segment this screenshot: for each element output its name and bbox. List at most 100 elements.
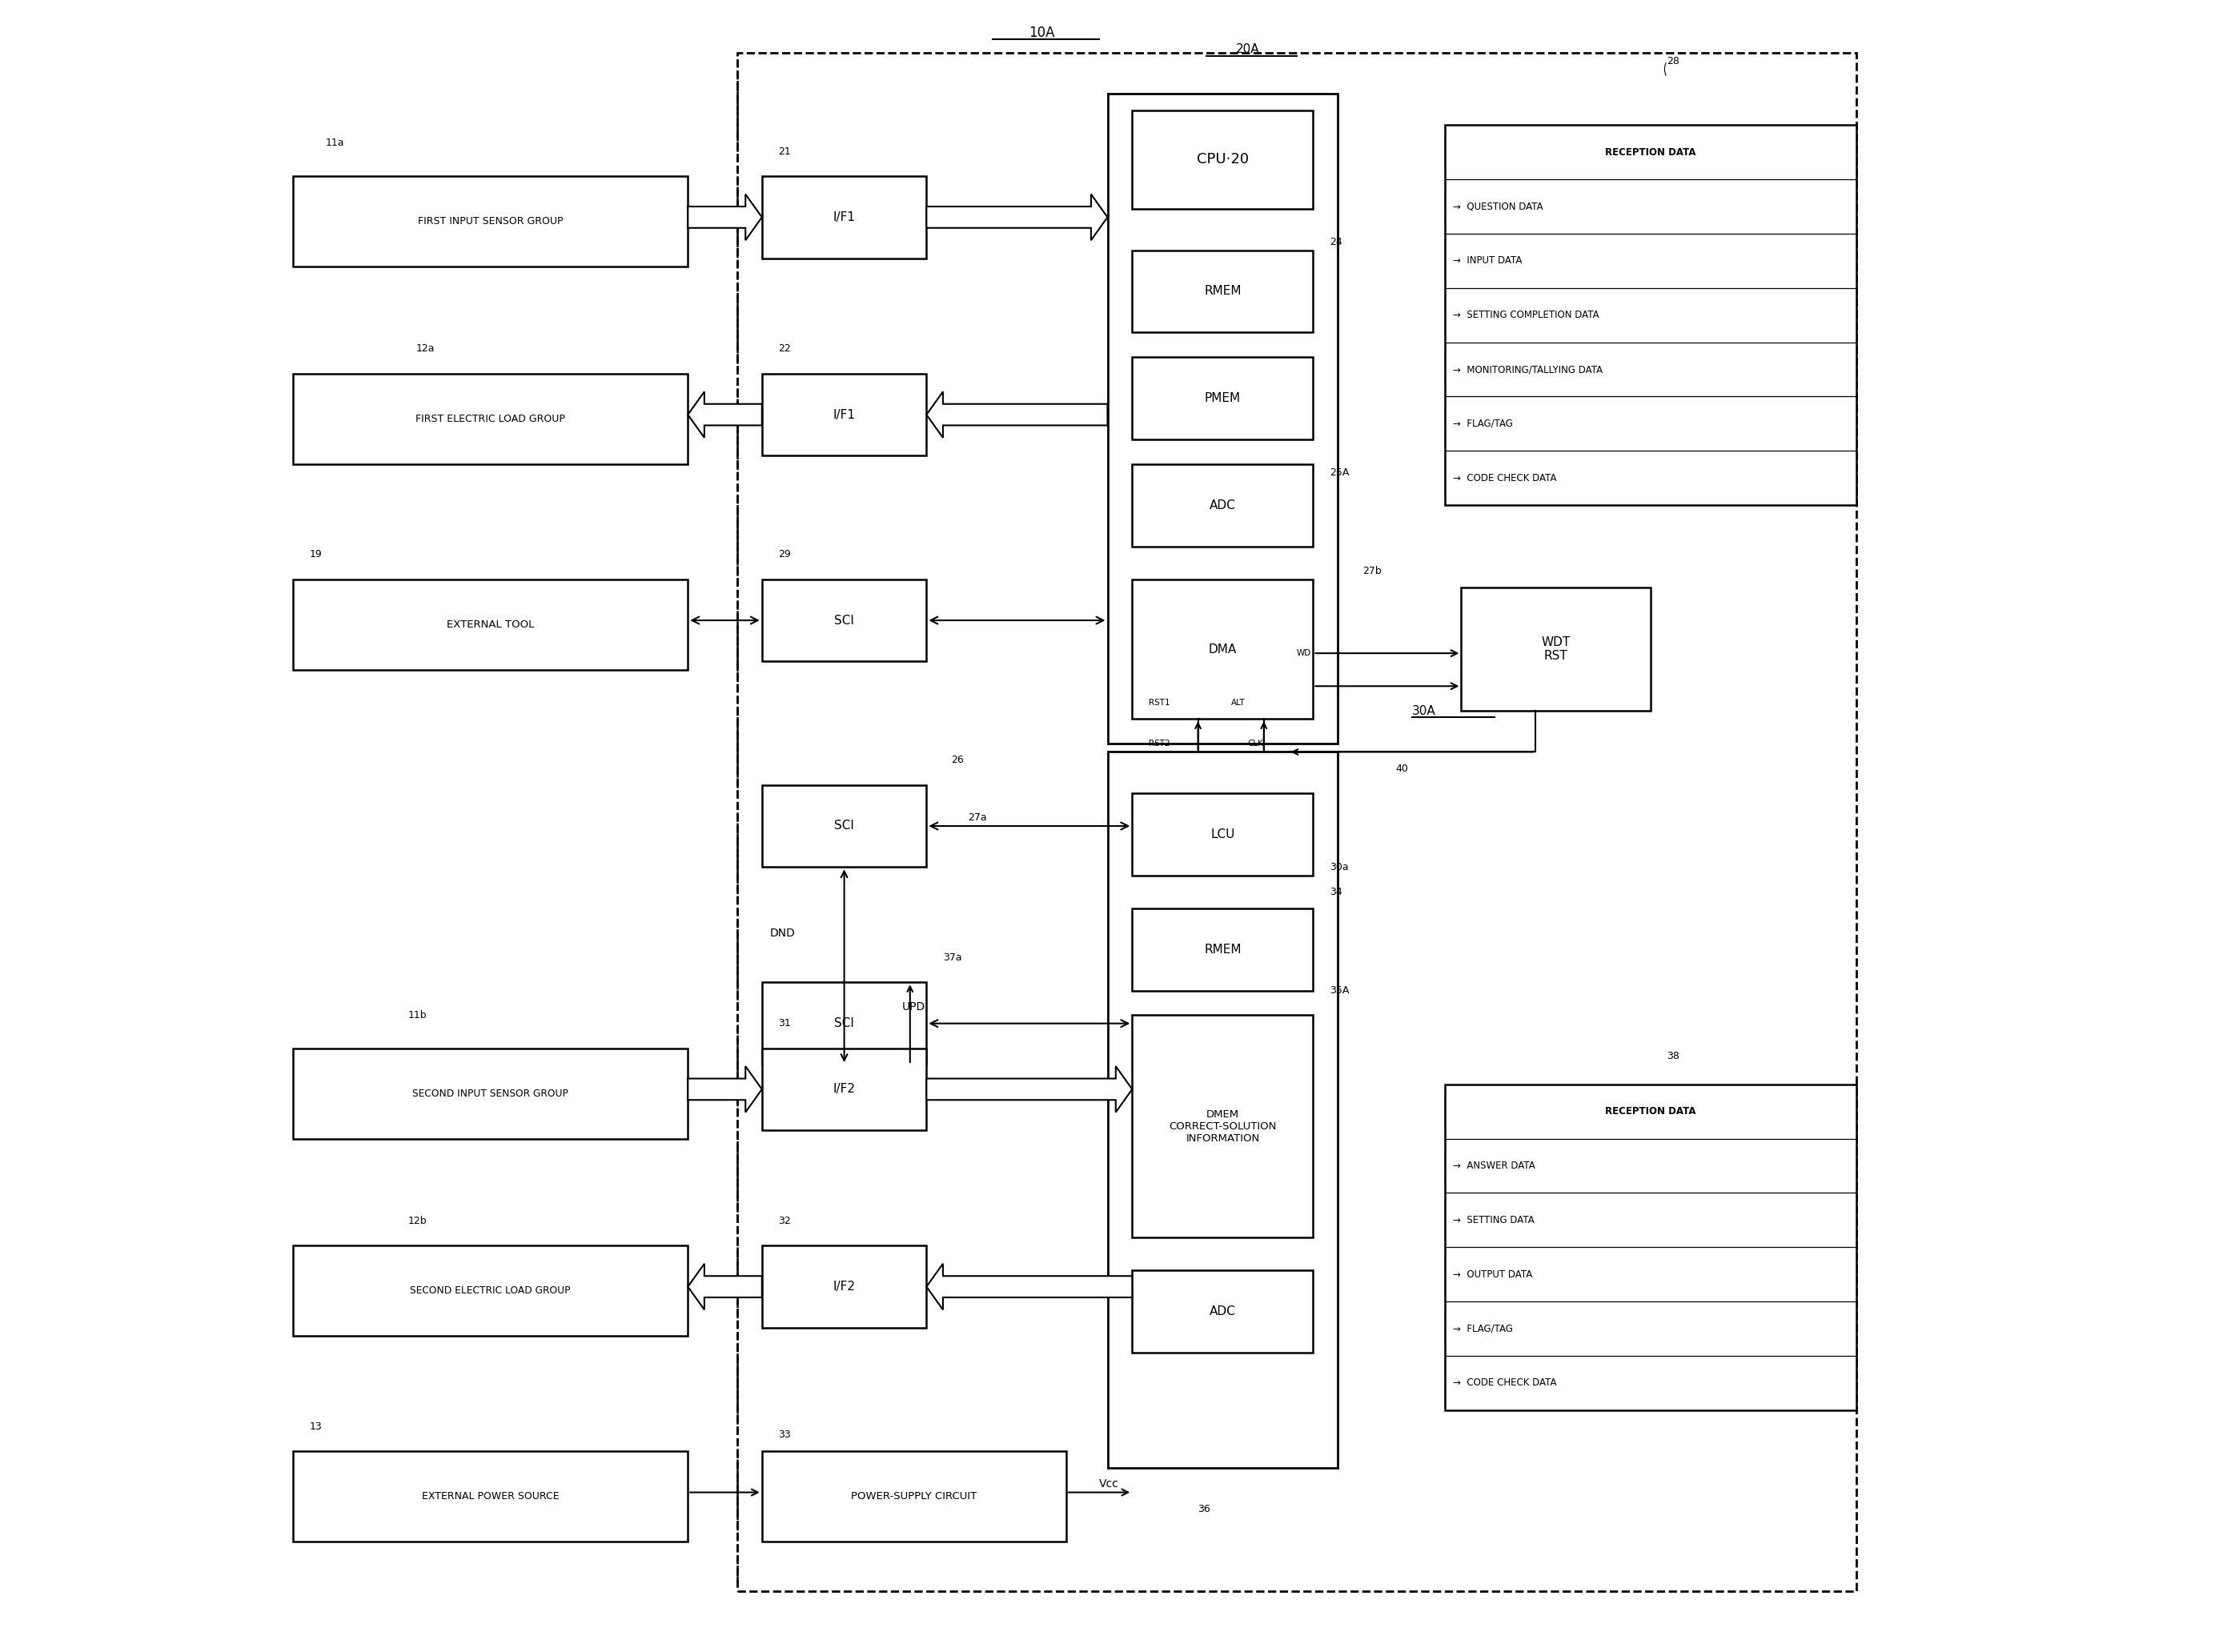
Text: 22: 22 — [777, 344, 791, 354]
Text: FIRST ELECTRIC LOAD GROUP: FIRST ELECTRIC LOAD GROUP — [416, 413, 565, 425]
Text: LCU: LCU — [1212, 828, 1234, 841]
Text: →  QUESTION DATA: → QUESTION DATA — [1453, 202, 1544, 211]
Text: 30A: 30A — [1411, 705, 1435, 717]
Text: 40: 40 — [1395, 763, 1409, 773]
Text: 10A: 10A — [1028, 26, 1054, 40]
Bar — [738, 53, 1856, 1591]
Bar — [1108, 752, 1338, 1467]
Text: 28: 28 — [1668, 56, 1679, 66]
Bar — [762, 1047, 926, 1130]
Text: 33: 33 — [777, 1429, 791, 1441]
Bar — [1132, 793, 1313, 876]
Text: PMEM: PMEM — [1205, 392, 1240, 405]
Bar — [292, 580, 689, 669]
Text: I/F1: I/F1 — [833, 408, 855, 421]
Text: 36: 36 — [1198, 1503, 1212, 1513]
Bar — [1132, 357, 1313, 439]
Text: RST1: RST1 — [1150, 699, 1170, 707]
Bar — [292, 373, 689, 464]
FancyArrow shape — [689, 1264, 762, 1310]
Text: 20A: 20A — [1236, 43, 1260, 56]
Text: 31: 31 — [777, 1018, 791, 1029]
Text: 12b: 12b — [408, 1216, 427, 1226]
FancyArrow shape — [926, 1066, 1132, 1112]
Bar — [1444, 1084, 1856, 1411]
Text: EXTERNAL POWER SOURCE: EXTERNAL POWER SOURCE — [421, 1492, 558, 1502]
Bar — [762, 373, 926, 456]
Text: I/F1: I/F1 — [833, 211, 855, 223]
Text: DMEM
CORRECT-SOLUTION
INFORMATION: DMEM CORRECT-SOLUTION INFORMATION — [1170, 1108, 1276, 1143]
Bar — [292, 177, 689, 266]
Text: ALT: ALT — [1232, 699, 1245, 707]
Text: →  MONITORING/TALLYING DATA: → MONITORING/TALLYING DATA — [1453, 363, 1604, 375]
Bar — [1132, 1016, 1313, 1237]
Bar — [762, 983, 926, 1064]
Text: 32: 32 — [777, 1216, 791, 1226]
Text: →  SETTING DATA: → SETTING DATA — [1453, 1214, 1535, 1226]
Text: 11a: 11a — [326, 139, 346, 149]
Text: WDT
RST: WDT RST — [1542, 636, 1570, 662]
Bar — [1132, 1270, 1313, 1353]
FancyArrow shape — [926, 195, 1108, 240]
Bar — [292, 1047, 689, 1138]
Text: →  CODE CHECK DATA: → CODE CHECK DATA — [1453, 1378, 1557, 1388]
Text: ADC: ADC — [1209, 499, 1236, 510]
Text: 13: 13 — [310, 1421, 321, 1432]
Text: →  INPUT DATA: → INPUT DATA — [1453, 256, 1522, 266]
Text: I/F2: I/F2 — [833, 1084, 855, 1095]
Text: SCI: SCI — [835, 1018, 855, 1029]
Text: CLK: CLK — [1247, 740, 1263, 748]
Bar — [762, 580, 926, 661]
Text: 21: 21 — [777, 147, 791, 157]
Text: →  ANSWER DATA: → ANSWER DATA — [1453, 1161, 1535, 1171]
Text: RST2: RST2 — [1150, 740, 1170, 748]
Bar — [762, 785, 926, 867]
Text: DMA: DMA — [1209, 643, 1236, 656]
Text: 25A: 25A — [1329, 468, 1349, 477]
Text: 30a: 30a — [1329, 862, 1349, 872]
Bar — [762, 1450, 1065, 1541]
Text: 29: 29 — [777, 550, 791, 560]
Bar — [1462, 588, 1650, 710]
FancyArrow shape — [689, 1066, 762, 1112]
Text: →  SETTING COMPLETION DATA: → SETTING COMPLETION DATA — [1453, 311, 1599, 320]
Text: RECEPTION DATA: RECEPTION DATA — [1606, 147, 1697, 157]
Text: I/F2: I/F2 — [833, 1280, 855, 1294]
Bar — [1132, 464, 1313, 547]
Text: 26: 26 — [950, 755, 964, 765]
Text: 11b: 11b — [408, 1009, 427, 1021]
Bar — [1444, 126, 1856, 506]
Text: →  OUTPUT DATA: → OUTPUT DATA — [1453, 1269, 1533, 1280]
Text: WD: WD — [1296, 649, 1311, 657]
Text: Vcc: Vcc — [1099, 1479, 1119, 1490]
Text: POWER-SUPPLY CIRCUIT: POWER-SUPPLY CIRCUIT — [851, 1492, 977, 1502]
Bar — [1132, 111, 1313, 210]
Bar — [1108, 94, 1338, 743]
Bar — [762, 1246, 926, 1328]
Text: DND: DND — [771, 927, 795, 938]
Text: →  CODE CHECK DATA: → CODE CHECK DATA — [1453, 472, 1557, 484]
Bar — [1132, 249, 1313, 332]
Text: SCI: SCI — [835, 615, 855, 626]
Text: RECEPTION DATA: RECEPTION DATA — [1606, 1107, 1697, 1117]
Bar — [1132, 909, 1313, 991]
FancyArrow shape — [689, 392, 762, 438]
Text: 19: 19 — [310, 550, 321, 560]
Text: 27a: 27a — [968, 813, 986, 823]
Text: FIRST INPUT SENSOR GROUP: FIRST INPUT SENSOR GROUP — [419, 216, 563, 226]
Bar — [1132, 580, 1313, 719]
Text: SECOND ELECTRIC LOAD GROUP: SECOND ELECTRIC LOAD GROUP — [410, 1285, 571, 1297]
Text: →  FLAG/TAG: → FLAG/TAG — [1453, 1323, 1513, 1333]
FancyArrow shape — [926, 1264, 1132, 1310]
Text: 27b: 27b — [1362, 565, 1382, 577]
Text: ADC: ADC — [1209, 1305, 1236, 1317]
Text: 37a: 37a — [944, 953, 961, 963]
Text: →  FLAG/TAG: → FLAG/TAG — [1453, 418, 1513, 430]
Text: RMEM: RMEM — [1205, 286, 1240, 297]
Text: 38: 38 — [1668, 1051, 1679, 1062]
Text: RMEM: RMEM — [1205, 943, 1240, 955]
Text: 12a: 12a — [416, 344, 434, 354]
Text: 34: 34 — [1329, 887, 1342, 897]
Text: 35A: 35A — [1329, 985, 1349, 996]
Text: EXTERNAL TOOL: EXTERNAL TOOL — [447, 620, 534, 629]
